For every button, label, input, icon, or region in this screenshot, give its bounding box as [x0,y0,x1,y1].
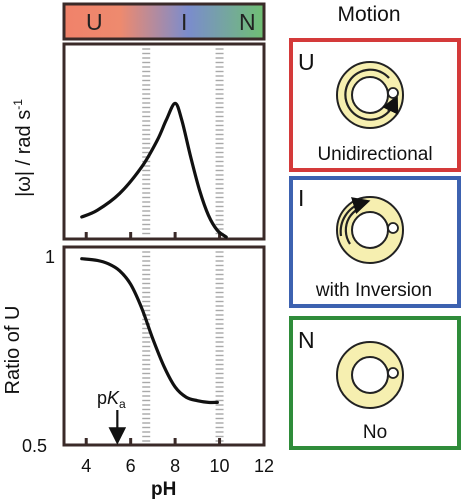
panel-caption-u: Unidirectional [317,144,432,165]
ring-icon-i [336,196,404,264]
ratio-of-u-curve [80,257,219,405]
x-tick-label: 6 [126,456,136,476]
x-axis-label: pH [151,479,176,500]
bottom-plot-frame [62,245,266,447]
bottom-plot: 1 0.5 Ratio of U pKa [2,245,266,456]
panel-unidirectional: U Unidirectional [289,38,461,172]
top-plot-frame [62,42,266,241]
ring-icon-u [336,61,404,129]
bottom-plot-ticks [84,438,266,445]
panel-letter-i: I [298,185,304,211]
top-plot-ticks [84,232,266,239]
x-tick-labels: 4 6 8 10 12 [81,456,274,476]
gradient-label-n: N [239,9,256,35]
panel-no-motion: N No [289,316,461,450]
bottom-ytick-bottom: 0.5 [22,436,47,456]
gradient-label-u: U [86,9,103,35]
top-plot-dashed-guides [142,48,224,235]
pka-label: pKa [97,388,126,411]
motion-title: Motion [337,3,400,26]
ring-icon-n [336,341,404,409]
bottom-plot-dashed-guides [142,251,224,442]
x-tick-label: 12 [254,456,274,476]
top-plot: |ω| / rad s-1 [11,42,266,241]
angular-speed-curve [80,101,228,239]
top-plot-ylabel: |ω| / rad s-1 [11,99,35,197]
panel-letter-n: N [298,327,315,353]
panel-caption-i: with Inversion [315,280,432,301]
x-tick-label: 10 [210,456,230,476]
gradient-label-i: I [181,9,187,35]
panel-letter-u: U [298,49,315,75]
x-tick-label: 8 [170,456,180,476]
panel-caption-n: No [363,422,387,443]
bottom-plot-ylabel: Ratio of U [2,306,24,395]
bottom-ytick-top: 1 [45,247,55,267]
panel-inversion: I with Inversion [289,176,461,308]
ph-gradient-bar: U I N [62,2,266,41]
x-tick-label: 4 [81,456,91,476]
